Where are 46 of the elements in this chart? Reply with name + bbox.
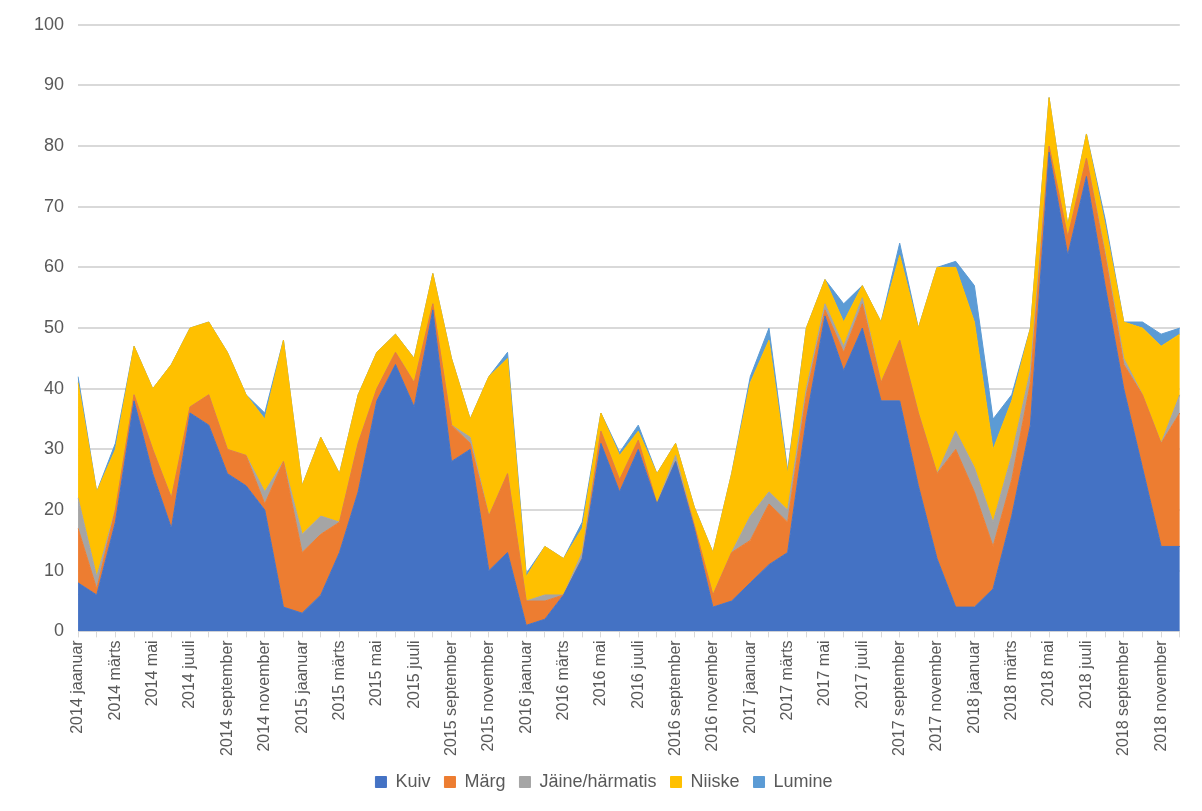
legend-label: Niiske — [690, 770, 740, 791]
legend-label: Lumine — [773, 770, 833, 791]
x-tick-label: 2018 jaanuar — [964, 639, 982, 734]
legend-label: Märg — [464, 770, 506, 791]
x-tick-label: 2015 juuli — [404, 640, 422, 709]
x-tick-label: 2015 jaanuar — [292, 639, 310, 734]
x-tick-label: 2016 jaanuar — [516, 639, 534, 734]
x-tick-label: 2016 november — [703, 639, 721, 752]
x-tick-label: 2015 märts — [329, 640, 347, 721]
x-tick-label: 2015 mai — [367, 640, 385, 707]
x-tick-label: 2016 september — [666, 639, 684, 757]
legend-label: Kuiv — [395, 770, 431, 791]
y-tick-label: 20 — [44, 499, 65, 520]
y-tick-label: 100 — [33, 13, 65, 34]
x-tick-label: 2018 juuli — [1076, 640, 1094, 709]
x-tick-label: 2014 jaanuar — [68, 639, 86, 734]
x-tick-label: 2017 november — [927, 639, 945, 752]
x-tick-label: 2018 märts — [1002, 640, 1020, 721]
y-tick-label: 10 — [44, 559, 65, 580]
y-tick-label: 90 — [44, 74, 65, 95]
x-tick-label: 2017 juuli — [852, 640, 870, 709]
x-tick-label: 2014 mai — [143, 640, 161, 707]
x-tick-label: 2017 jaanuar — [740, 639, 758, 734]
x-tick-label: 2018 september — [1114, 639, 1132, 757]
x-tick-label: 2015 september — [441, 639, 459, 757]
x-tick-label: 2015 november — [479, 639, 497, 752]
x-tick-label: 2014 september — [217, 639, 235, 757]
x-tick-label: 2018 mai — [1039, 640, 1057, 707]
y-tick-label: 70 — [44, 195, 65, 216]
x-tick-label: 2016 juuli — [628, 640, 646, 709]
x-tick-label: 2014 juuli — [180, 640, 198, 709]
x-tick-label: 2017 märts — [778, 640, 796, 721]
x-tick-label: 2014 märts — [105, 640, 123, 721]
x-tick-label: 2017 september — [890, 639, 908, 757]
x-tick-label: 2014 november — [255, 639, 273, 752]
x-tick-label: 2016 mai — [591, 640, 609, 707]
x-tick-label: 2018 november — [1151, 639, 1169, 752]
x-tick-label: 2016 märts — [553, 640, 571, 721]
x-tick-label: 2017 mai — [815, 640, 833, 707]
y-tick-label: 50 — [44, 317, 65, 338]
y-tick-label: 80 — [44, 135, 65, 156]
y-tick-label: 30 — [44, 438, 65, 459]
y-tick-label: 40 — [44, 377, 65, 398]
legend-label: Jäine/härmatis — [539, 770, 657, 791]
y-tick-label: 0 — [54, 620, 65, 641]
y-tick-label: 60 — [44, 256, 65, 277]
